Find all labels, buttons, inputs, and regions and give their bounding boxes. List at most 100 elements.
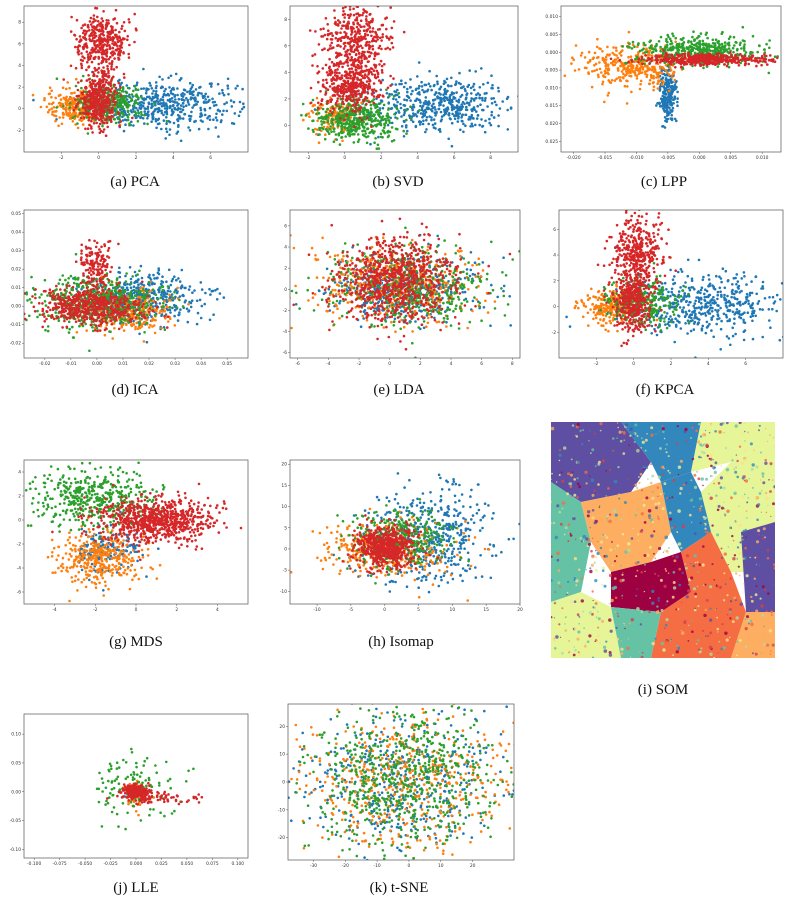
data-point <box>373 57 376 61</box>
data-point <box>376 72 380 76</box>
data-point <box>381 71 384 74</box>
data-point <box>640 48 644 52</box>
data-point <box>706 36 709 40</box>
data-point <box>606 94 610 97</box>
data-point <box>681 67 685 70</box>
data-point <box>459 105 462 109</box>
data-point <box>350 58 353 61</box>
data-point <box>340 125 343 128</box>
data-point <box>379 102 382 105</box>
data-point <box>87 119 90 122</box>
data-point <box>506 108 509 112</box>
data-point <box>376 38 379 41</box>
data-point <box>109 82 112 86</box>
data-point <box>91 116 94 120</box>
data-point <box>92 17 95 21</box>
data-point <box>331 76 335 79</box>
data-point <box>95 95 99 99</box>
data-point <box>146 122 149 126</box>
data-point <box>592 56 595 59</box>
data-point <box>604 62 608 66</box>
data-point <box>380 39 383 42</box>
data-point <box>86 23 90 27</box>
data-point <box>113 83 116 87</box>
data-point <box>402 113 406 117</box>
data-point <box>338 114 342 117</box>
data-point <box>357 36 361 39</box>
data-point <box>352 93 355 97</box>
data-point <box>352 27 355 30</box>
data-point <box>316 128 319 131</box>
data-point <box>465 96 468 99</box>
data-point <box>68 108 71 112</box>
data-point <box>465 92 469 95</box>
data-point <box>342 122 346 125</box>
x-tick-label: -2 <box>59 155 64 161</box>
data-point <box>470 122 474 126</box>
data-point <box>572 58 575 61</box>
data-point <box>372 88 376 91</box>
data-point <box>636 68 640 72</box>
data-point <box>768 39 771 42</box>
data-point <box>342 47 346 50</box>
data-point <box>660 71 663 75</box>
data-point <box>165 103 168 106</box>
data-point <box>316 65 319 68</box>
data-point <box>405 94 409 98</box>
data-point <box>114 121 118 125</box>
data-point <box>331 34 334 37</box>
data-point <box>353 116 356 120</box>
data-point <box>65 87 68 91</box>
data-point <box>107 86 110 90</box>
data-point <box>61 86 65 90</box>
data-point <box>321 67 325 70</box>
data-point <box>322 120 325 124</box>
data-point <box>346 127 350 130</box>
data-point <box>176 108 179 112</box>
data-point <box>417 87 420 90</box>
data-point <box>140 100 143 104</box>
data-point <box>625 72 629 75</box>
data-point <box>673 78 677 82</box>
data-point <box>146 105 150 109</box>
data-point <box>476 113 480 117</box>
data-point <box>158 122 161 125</box>
data-point <box>142 67 145 71</box>
data-point <box>349 74 352 78</box>
data-point <box>371 44 374 48</box>
data-point <box>135 106 138 110</box>
data-point <box>181 98 185 101</box>
data-point <box>227 92 230 96</box>
data-point <box>112 93 116 96</box>
data-point <box>359 72 362 75</box>
data-point <box>434 91 438 94</box>
data-point <box>379 132 383 136</box>
data-point <box>387 134 391 137</box>
data-point <box>107 57 110 61</box>
data-point <box>143 107 147 110</box>
data-point <box>573 69 577 72</box>
data-point <box>80 91 84 95</box>
data-point <box>160 109 163 113</box>
data-point <box>351 122 354 126</box>
data-point <box>55 77 59 80</box>
data-point <box>357 103 360 107</box>
data-point <box>91 131 94 134</box>
data-point <box>311 111 315 114</box>
data-point <box>357 60 361 64</box>
data-point <box>97 80 101 83</box>
data-point <box>667 35 670 39</box>
data-point <box>378 36 382 40</box>
data-point <box>340 76 344 80</box>
data-point <box>65 106 68 109</box>
data-point <box>221 91 224 95</box>
data-point <box>136 119 140 123</box>
data-point <box>662 97 665 101</box>
data-point <box>687 47 690 51</box>
data-point <box>639 71 643 75</box>
data-point <box>54 114 58 118</box>
data-point <box>106 97 109 100</box>
data-point <box>414 99 418 102</box>
data-point <box>79 116 83 120</box>
data-point <box>98 46 102 50</box>
